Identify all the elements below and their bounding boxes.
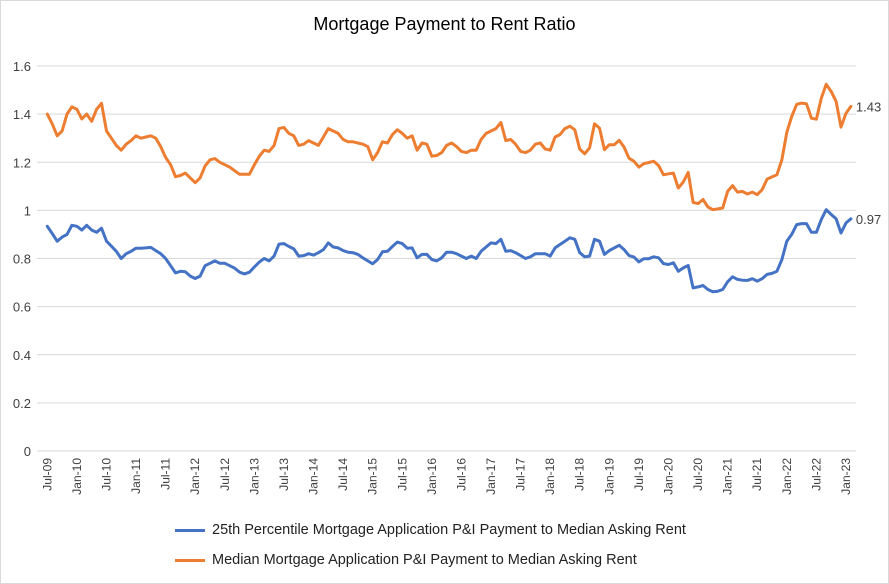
x-tick-label: Jan-22 xyxy=(780,458,794,495)
x-tick-label: Jan-10 xyxy=(70,458,84,495)
x-tick-label: Jul-11 xyxy=(159,458,173,490)
x-tick-label: Jul-13 xyxy=(277,458,291,491)
legend-label: 25th Percentile Mortgage Application P&I… xyxy=(212,522,686,538)
x-tick-label: Jul-16 xyxy=(454,458,468,491)
x-tick-label: Jul-09 xyxy=(40,458,54,491)
x-tick-label: Jul-20 xyxy=(691,458,705,491)
x-tick-label: Jan-23 xyxy=(839,458,853,495)
x-tick-label: Jan-16 xyxy=(425,458,439,495)
x-tick-label: Jan-17 xyxy=(484,458,498,495)
legend-item-25th-percentile: 25th Percentile Mortgage Application P&I… xyxy=(175,522,686,538)
y-tick-label: 1.2 xyxy=(13,155,31,170)
x-tick-label: Jan-11 xyxy=(129,458,143,494)
y-tick-label: 0.4 xyxy=(13,348,31,363)
end-data-label: 1.43 xyxy=(856,99,881,114)
legend-label: Median Mortgage Application P&I Payment … xyxy=(212,552,637,568)
x-tick-label: Jul-15 xyxy=(395,458,409,491)
x-tick-label: Jan-12 xyxy=(188,458,202,495)
legend-swatch-blue xyxy=(175,528,205,532)
x-tick-label: Jul-12 xyxy=(218,458,232,491)
x-tick-label: Jan-19 xyxy=(602,458,616,495)
y-tick-label: 1.6 xyxy=(13,59,31,74)
series-line-1 xyxy=(45,82,853,212)
y-tick-label: 1 xyxy=(24,203,31,218)
x-tick-label: Jul-17 xyxy=(514,458,528,491)
x-tick-label: Jul-21 xyxy=(750,458,764,491)
x-tick-label: Jul-14 xyxy=(336,458,350,491)
x-tick-label: Jan-18 xyxy=(543,458,557,495)
y-tick-label: 1.4 xyxy=(13,107,31,122)
y-tick-label: 0.2 xyxy=(13,396,31,411)
legend-swatch-orange xyxy=(175,558,205,562)
end-data-label: 0.97 xyxy=(856,212,881,227)
x-tick-label: Jan-14 xyxy=(307,458,321,495)
x-tick-label: Jan-13 xyxy=(247,458,261,495)
y-tick-label: 0 xyxy=(24,444,31,459)
x-tick-label: Jan-15 xyxy=(366,458,380,495)
x-tick-label: Jul-18 xyxy=(573,458,587,491)
series-line-0 xyxy=(45,208,853,294)
y-tick-label: 0.8 xyxy=(13,252,31,267)
chart-title: Mortgage Payment to Rent Ratio xyxy=(313,14,576,34)
x-tick-label: Jul-19 xyxy=(632,458,646,491)
x-tick-label: Jan-21 xyxy=(721,458,735,495)
x-tick-label: Jul-10 xyxy=(99,458,113,491)
legend-item-median: Median Mortgage Application P&I Payment … xyxy=(175,552,637,568)
y-tick-label: 0.6 xyxy=(13,300,31,315)
x-tick-label: Jan-20 xyxy=(661,458,675,495)
x-tick-label: Jul-22 xyxy=(809,458,823,491)
